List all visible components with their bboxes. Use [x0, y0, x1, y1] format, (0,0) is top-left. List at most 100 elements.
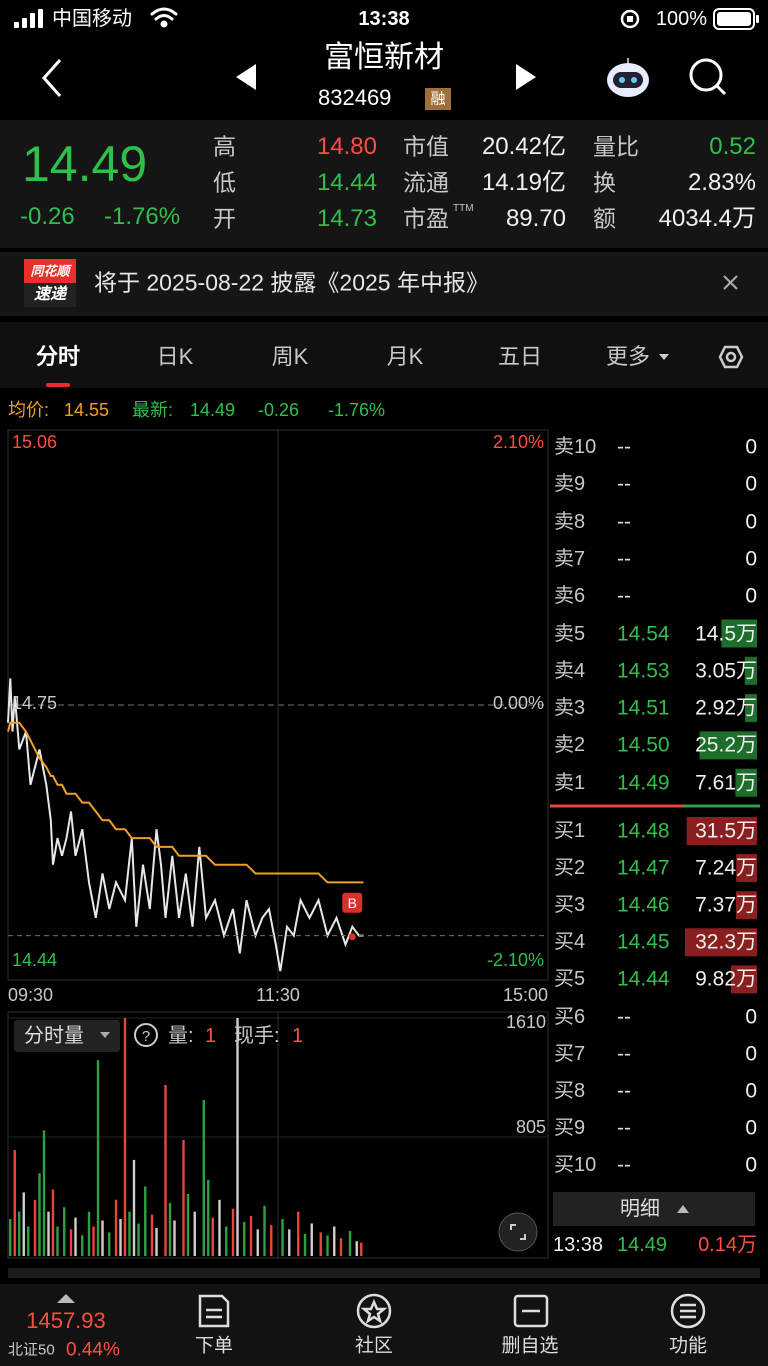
volume-bar	[132, 1159, 136, 1256]
book-price: --	[617, 1042, 631, 1066]
stat-value: 14.44	[316, 169, 377, 196]
book-price: 14.50	[617, 733, 670, 757]
more-dropdown-arrow[interactable]	[659, 354, 669, 360]
nav-community-icon[interactable]	[356, 1293, 392, 1329]
help-button[interactable]: ?	[134, 1023, 158, 1047]
book-volume: 31.5万	[695, 819, 757, 843]
volume-bar	[123, 1018, 127, 1256]
search-button[interactable]	[689, 58, 727, 96]
book-price: 14.46	[617, 893, 670, 917]
expand-button[interactable]	[498, 1212, 538, 1252]
active-tab-indicator	[46, 383, 70, 387]
volume-bar	[339, 1238, 343, 1256]
book-label: 买3	[554, 894, 586, 917]
y2-tick-label: 2.10%	[492, 432, 544, 452]
nav-item[interactable]: 删自选	[501, 1335, 559, 1357]
book-volume: 7.61万	[695, 771, 757, 795]
hand-label: 现手:	[234, 1025, 280, 1047]
tab[interactable]: 更多	[605, 344, 651, 369]
book-price: --	[617, 510, 631, 534]
detail-title[interactable]: 明细	[620, 1198, 660, 1220]
detail-header[interactable]	[553, 1192, 755, 1226]
volume-selector-arrow[interactable]	[100, 1032, 110, 1038]
book-label: 买4	[554, 931, 586, 954]
volume-bar	[87, 1211, 91, 1256]
battery-level: 100%	[655, 8, 707, 30]
nav-item[interactable]: 功能	[668, 1335, 708, 1357]
volume-bar	[18, 1211, 21, 1256]
depth-bar	[685, 928, 757, 957]
index-name: 北证50	[8, 1341, 55, 1359]
volume-bar	[303, 1233, 307, 1256]
volume-bar	[144, 1186, 147, 1256]
volume-bar	[186, 1193, 190, 1256]
stat-label: 市盈	[403, 205, 449, 232]
book-volume: 3.05万	[695, 659, 757, 683]
index-expand-arrow[interactable]	[57, 1294, 75, 1303]
volume-bar	[101, 1220, 104, 1256]
volume-bar	[114, 1199, 118, 1256]
nav-watchlist-icon[interactable]	[513, 1294, 549, 1328]
volume-bar	[128, 1211, 131, 1256]
book-price: --	[617, 1153, 631, 1177]
volume-bar	[22, 1192, 25, 1256]
last-change: -0.26	[258, 400, 300, 420]
tab[interactable]: 月K	[386, 344, 424, 369]
book-label: 卖2	[554, 734, 586, 757]
nav-item[interactable]: 社区	[354, 1335, 394, 1357]
stat-value: 20.42亿	[481, 133, 566, 160]
stat-label-sup: TTM	[453, 203, 474, 214]
next-stock-button[interactable]	[516, 64, 536, 90]
book-price: --	[617, 584, 631, 608]
book-label: 买7	[554, 1042, 586, 1065]
detail-arrow[interactable]	[677, 1205, 689, 1213]
depth-bar	[735, 891, 757, 920]
signal-icon	[14, 9, 43, 28]
y-tick-label: 15.06	[12, 432, 58, 452]
detail-time: 13:38	[553, 1234, 604, 1256]
volume-title[interactable]: 分时量	[24, 1025, 84, 1047]
tab[interactable]: 周K	[271, 344, 309, 369]
tab[interactable]: 分时	[35, 344, 81, 369]
back-button[interactable]	[41, 59, 62, 97]
last-change-pct: -1.76%	[328, 400, 386, 420]
volume-bar	[193, 1211, 196, 1256]
book-label: 卖4	[554, 659, 586, 682]
index-value[interactable]: 1457.93	[26, 1308, 106, 1333]
volume-bar	[47, 1211, 50, 1256]
settings-button[interactable]	[718, 345, 744, 369]
nav-order-icon[interactable]	[198, 1294, 230, 1328]
volume-bar	[182, 1139, 185, 1256]
volume-bar	[164, 1084, 167, 1256]
volume-selector[interactable]	[14, 1020, 120, 1052]
book-label: 买8	[554, 1079, 586, 1102]
nav-function-lines	[680, 1303, 696, 1319]
depth-bar	[730, 965, 757, 994]
close-notice-button[interactable]	[723, 275, 738, 290]
book-volume: 0	[745, 472, 757, 496]
rotation-lock-icon	[620, 9, 640, 29]
volume-bar	[56, 1226, 59, 1256]
x-tick-label: 11:30	[256, 985, 300, 1005]
book-label: 卖9	[554, 473, 586, 496]
book-price: --	[617, 547, 631, 571]
prev-stock-button[interactable]	[236, 64, 256, 90]
assistant-button[interactable]	[607, 58, 649, 97]
book-label: 卖8	[554, 510, 586, 533]
volume-bar	[207, 1179, 210, 1256]
tab[interactable]: 五日	[497, 344, 543, 369]
y-tick-label: 805	[515, 1117, 546, 1137]
book-label: 卖7	[554, 547, 586, 570]
depth-bar	[721, 619, 757, 648]
tab[interactable]: 日K	[156, 344, 194, 369]
stat-value: 14.80	[316, 133, 377, 160]
y-tick-label: 1610	[505, 1012, 546, 1032]
stat-label: 量比	[593, 133, 639, 160]
clock: 13:38	[358, 8, 410, 30]
book-volume: 0	[745, 510, 757, 534]
notice-text[interactable]: 将于 2025-08-22 披露《2025 年中报》	[94, 269, 489, 296]
depth-bar	[744, 656, 757, 685]
nav-item[interactable]: 下单	[194, 1335, 234, 1357]
volume-bar	[9, 1219, 12, 1256]
nav-function-icon[interactable]	[670, 1293, 706, 1329]
